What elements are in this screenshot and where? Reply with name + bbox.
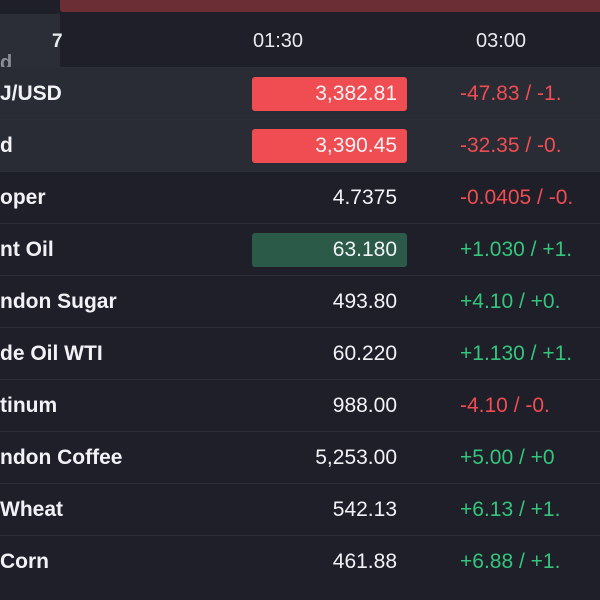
- corner-label-top: 7: [52, 31, 63, 52]
- instrument-change: -4.10 / -0.: [460, 394, 550, 417]
- instrument-price: 988.00: [332, 394, 397, 417]
- instrument-change: +6.13 / +1.: [460, 498, 561, 521]
- top-strip: [0, 0, 600, 14]
- table-row[interactable]: ndon Coffee 5,253.00 +5.00 / +0: [0, 431, 600, 483]
- table-row[interactable]: tinum 988.00 -4.10 / -0.: [0, 379, 600, 431]
- instrument-change: -0.0405 / -0.: [460, 186, 574, 209]
- instrument-change: +6.88 / +1.: [460, 550, 561, 573]
- table-row[interactable]: Corn 461.88 +6.88 / +1.: [0, 535, 600, 587]
- instrument-name: Corn: [0, 550, 49, 573]
- instrument-price: 3,382.81: [252, 77, 407, 111]
- instrument-name: nt Oil: [0, 238, 54, 261]
- instrument-name: tinum: [0, 394, 58, 417]
- instrument-change: +1.130 / +1.: [460, 342, 573, 365]
- table-row[interactable]: ndon Sugar 493.80 +4.10 / +0.: [0, 275, 600, 327]
- instrument-name: ndon Sugar: [0, 290, 117, 313]
- instrument-name: J/USD: [0, 82, 62, 105]
- instrument-price: 3,390.45: [252, 129, 407, 163]
- instrument-change: +5.00 / +0: [460, 446, 555, 469]
- table-row[interactable]: nt Oil 63.180 +1.030 / +1.: [0, 223, 600, 275]
- instrument-name: d: [0, 134, 13, 157]
- table-row[interactable]: J/USD 3,382.81 -47.83 / -1.: [0, 67, 600, 119]
- column-header-time-2[interactable]: 03:00: [476, 30, 527, 52]
- quotes-table: J/USD 3,382.81 -47.83 / -1. d 3,390.45 -32.35…: [0, 67, 600, 587]
- instrument-price: 493.80: [332, 290, 397, 313]
- instrument-change: +1.030 / +1.: [460, 238, 573, 261]
- column-header-time-1[interactable]: 01:30: [253, 30, 304, 52]
- instrument-change: -32.35 / -0.: [460, 134, 562, 157]
- instrument-name: ndon Coffee: [0, 446, 123, 469]
- table-row[interactable]: oper 4.7375 -0.0405 / -0.: [0, 171, 600, 223]
- table-row[interactable]: Wheat 542.13 +6.13 / +1.: [0, 483, 600, 535]
- instrument-name: de Oil WTI: [0, 342, 103, 365]
- instrument-change: -47.83 / -1.: [460, 82, 562, 105]
- instrument-price: 5,253.00: [315, 446, 397, 469]
- table-row[interactable]: de Oil WTI 60.220 +1.130 / +1.: [0, 327, 600, 379]
- table-row[interactable]: d 3,390.45 -32.35 / -0.: [0, 119, 600, 171]
- instrument-price: 461.88: [332, 550, 397, 573]
- instrument-name: Wheat: [0, 498, 63, 521]
- table-header: [0, 14, 600, 68]
- instrument-price: 63.180: [252, 233, 407, 267]
- instrument-change: +4.10 / +0.: [460, 290, 561, 313]
- alert-bar: [60, 0, 600, 12]
- instrument-price: 4.7375: [332, 186, 397, 209]
- instrument-price: 542.13: [332, 498, 397, 521]
- instrument-price: 60.220: [332, 342, 397, 365]
- instrument-name: oper: [0, 186, 46, 209]
